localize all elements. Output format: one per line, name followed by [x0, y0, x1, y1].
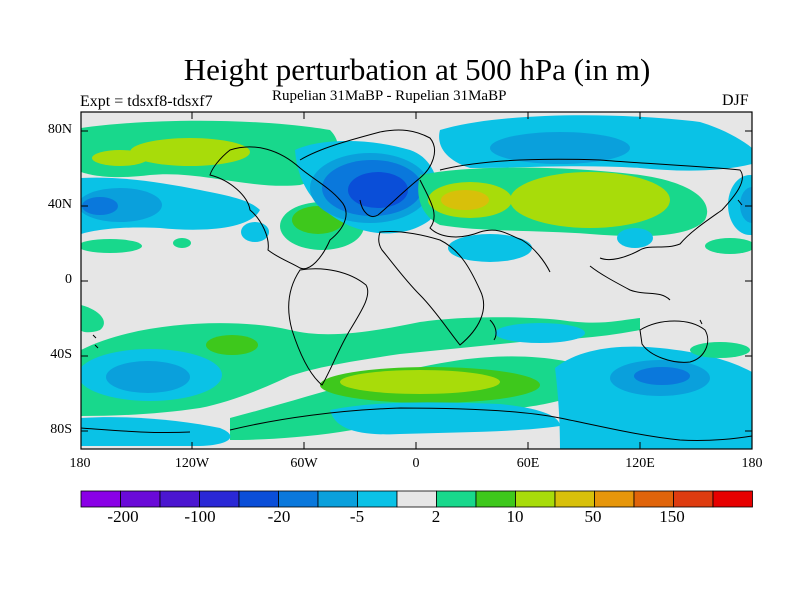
negative-anomaly-north	[81, 177, 269, 242]
colorbar-box	[475, 490, 516, 508]
colorbar-box	[515, 490, 556, 508]
lat-label-80n: 80N	[47, 122, 72, 137]
colorbar-box	[317, 490, 358, 508]
colorbar-box	[80, 490, 121, 508]
colorbar-box	[278, 490, 319, 508]
colorbar-box	[159, 490, 200, 508]
colorbar-label-6: 10	[506, 507, 524, 526]
colorbar-box	[199, 490, 240, 508]
colorbar-label-3: -20	[267, 507, 291, 526]
colorbar-box	[238, 490, 279, 508]
positive-anomaly-eurasia	[418, 167, 708, 237]
lat-label-80s: 80S	[50, 422, 72, 437]
colorbar-label-1: -200	[107, 507, 139, 526]
colorbar-label-7: 50	[584, 507, 602, 526]
lon-label-180w: 180	[69, 456, 91, 471]
colorbar-box	[594, 490, 635, 508]
colorbar-box	[554, 490, 595, 508]
lon-label-120e: 120E	[625, 456, 655, 471]
colorbar-label-5: 2	[431, 507, 441, 526]
experiment-label: Expt = tdsxf8-tdsxf7	[80, 93, 213, 110]
colorbar-label-4: -5	[349, 507, 365, 526]
map-title: Height perturbation at 500 hPa (in m)	[183, 52, 651, 87]
lat-label-0: 0	[65, 272, 72, 287]
colorbar-box	[120, 490, 161, 508]
lon-label-0: 0	[412, 456, 420, 471]
colorbar-label-2: -100	[184, 507, 216, 526]
map-ticks	[81, 112, 752, 449]
colorbar-box	[712, 490, 753, 508]
colorbar-box	[357, 490, 398, 508]
lon-label-120w: 120W	[174, 456, 210, 471]
negative-anomaly-north-atlantic	[295, 141, 439, 234]
colorbar-label-8: 150	[659, 507, 685, 526]
negative-anomaly-arctic	[81, 115, 752, 262]
lon-label-180e: 180	[741, 456, 763, 471]
colorbar-box	[633, 490, 674, 508]
colorbar-box	[396, 490, 437, 508]
southern-anomalies	[81, 305, 752, 449]
lon-label-60e: 60E	[516, 456, 540, 471]
lat-label-40n: 40N	[47, 197, 72, 212]
coastlines	[81, 129, 752, 442]
lat-label-40s: 40S	[50, 347, 72, 362]
lon-label-60w: 60W	[290, 456, 318, 471]
map-field	[81, 112, 752, 449]
colorbar-box	[436, 490, 477, 508]
colorbar	[80, 490, 753, 508]
map-subtitle: Rupelian 31MaBP - Rupelian 31MaBP	[272, 88, 507, 104]
positive-anomaly-north-west	[81, 120, 339, 186]
colorbar-box	[673, 490, 714, 508]
season-label: DJF	[722, 92, 749, 109]
